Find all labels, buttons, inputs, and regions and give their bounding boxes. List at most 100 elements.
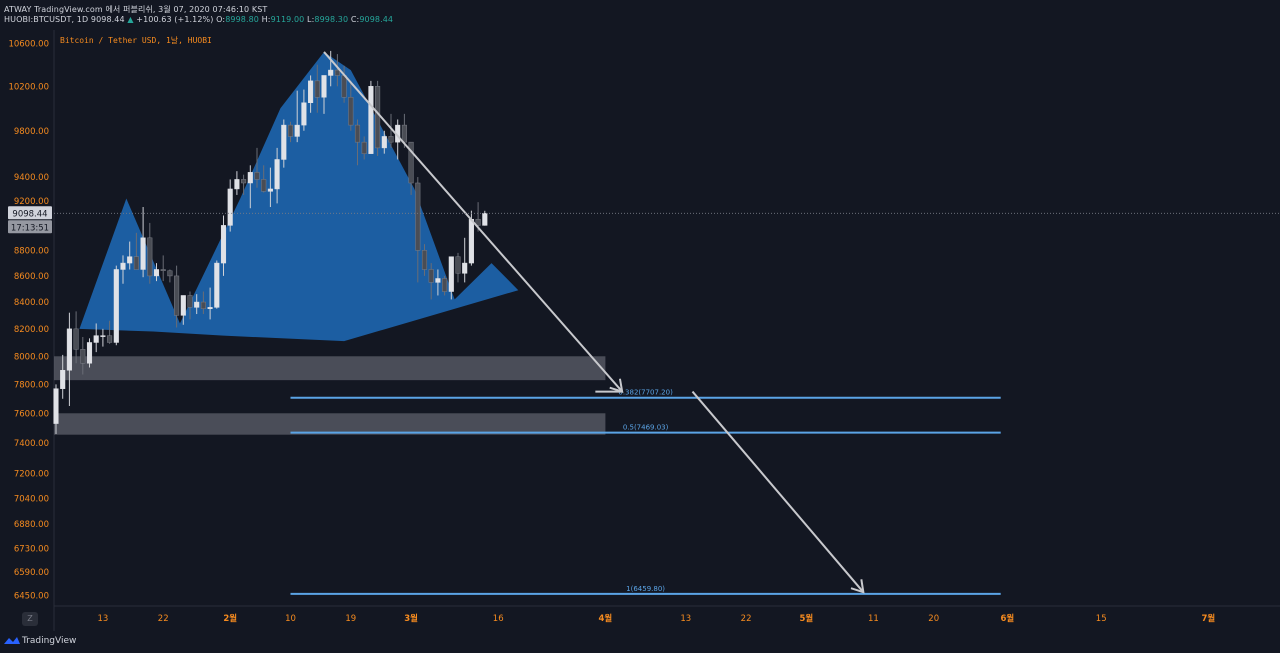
candle-body [375,86,381,149]
candle-body [167,270,173,277]
candle [314,64,320,113]
candle [207,287,213,320]
candle-body [140,237,146,270]
candle-body [254,172,260,180]
candle [241,174,247,195]
x-tick-label: 10 [285,614,296,624]
candle [348,80,354,131]
up-arrow-icon: ▲ [127,15,134,24]
low-label: L: [307,15,315,24]
candle-body [214,262,220,308]
candle-body [147,237,153,277]
x-tick-label: 4월 [599,613,613,624]
fib-level-label: 0.382(7707.20) [618,389,673,397]
candle [462,237,468,283]
candle [66,312,72,406]
close-label: C: [350,15,360,24]
candle-body [267,188,273,192]
candle [267,167,273,208]
candle [287,121,294,143]
x-tick-label: 11 [868,614,879,624]
candle-body [60,370,66,389]
x-tick-label: 6월 [1001,613,1015,624]
y-tick-label: 7400.00 [14,439,49,449]
candle-body [361,141,367,154]
publish-info: ATWAY TradingView.com 에서 퍼블리쉬, 3월 07, 20… [4,5,268,14]
x-tick-label: 7월 [1202,613,1216,624]
candle-body [174,275,180,316]
x-tick-label: 13 [97,614,108,624]
x-tick-label: 3월 [404,613,418,624]
scale-mode-button[interactable]: Z [22,612,38,626]
candle-body [294,124,300,137]
candle-body [160,269,166,272]
y-tick-label: 8800.00 [14,246,49,256]
chart-title: Bitcoin / Tether USD, 1날, HUOBI [60,35,212,45]
candle [415,177,421,283]
candle [395,119,401,160]
candle-body [328,69,334,76]
candle-body [133,256,139,270]
x-tick-label: 15 [1096,614,1107,624]
candle [448,256,454,300]
support-zone [54,356,606,381]
ohlc-header: HUOBI:BTCUSDT, 1D 9098.44 ▲ +100.63 (+1.… [4,15,393,24]
symbol-label: HUOBI:BTCUSDT, 1D [4,15,89,24]
candle-body [73,328,79,350]
y-tick-label: 6730.00 [14,544,49,554]
candle-body [194,301,200,308]
high-value: 9119.00 [270,15,305,24]
trend-arrow-line [323,51,623,393]
candle-body [334,69,340,76]
tradingview-brand[interactable]: TradingView [22,636,77,646]
candle-body [220,225,227,264]
candle-body [428,269,434,283]
candle [435,269,441,296]
candle [160,255,166,282]
y-tick-label: 8000.00 [14,352,49,362]
candle [308,75,314,113]
candle [214,260,220,309]
candle [194,294,200,315]
candle [328,50,334,87]
candle-body [381,136,387,149]
candle [381,130,387,154]
candle [187,291,193,320]
candle [60,354,66,399]
candle [428,263,434,300]
candle [93,323,99,353]
price-chart[interactable]: Bitcoin / Tether USD, 1날, HUOBI 10600.00 1… [0,0,1280,631]
candle [153,263,160,282]
candle-body [281,124,287,160]
candle-body [234,179,240,190]
candle [294,90,300,143]
y-tick-label: 7800.00 [14,380,49,390]
candle-body [415,182,421,251]
last-price: 9098.44 [90,15,125,24]
candle [375,80,381,156]
y-tick-label: 10200.00 [8,82,49,92]
close-value: 9098.44 [359,15,394,24]
y-tick-label: 10600.00 [8,40,49,50]
y-tick-label: 6590.00 [14,568,49,578]
candle-body [100,335,106,337]
fib-level-label: 1(6459.80) [626,585,665,593]
candle [73,311,79,364]
candle [321,75,327,114]
y-tick-label: 9800.00 [14,127,49,137]
candle [113,265,119,346]
x-tick-label: 22 [158,614,169,624]
candle-body [86,342,93,364]
y-tick-label: 8200.00 [14,325,49,335]
candle-body [53,388,59,424]
candle-body [66,328,72,371]
candle-body [455,256,461,274]
candle-body [308,80,314,104]
support-zone [54,413,606,435]
candle-body [482,213,488,226]
y-tick-label: 9200.00 [14,197,49,207]
candle-body [348,96,354,126]
y-tick-label: 6450.00 [14,592,49,602]
candle [301,89,307,131]
candle [442,275,448,296]
